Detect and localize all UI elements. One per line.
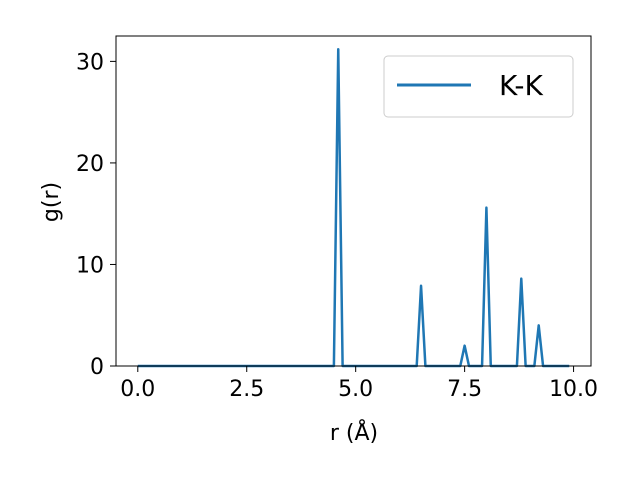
x-tick-label: 5.0: [338, 377, 373, 402]
legend-label-kk: K-K: [499, 69, 544, 102]
y-tick-label: 10: [76, 253, 104, 278]
x-axis-title: r (Å): [330, 419, 378, 446]
legend: K-K: [383, 55, 574, 118]
y-tick-label: 20: [76, 152, 104, 177]
legend-box: [383, 55, 574, 118]
plot-frame: [115, 35, 592, 367]
y-axis-title: g(r): [39, 182, 64, 222]
x-tick-label: 0.0: [120, 377, 155, 402]
x-tick-label: 2.5: [229, 377, 264, 402]
y-tick-label: 30: [76, 50, 104, 75]
y-tick-label: 0: [90, 355, 104, 380]
x-tick-label: 10.0: [549, 377, 598, 402]
x-tick-label: 7.5: [447, 377, 482, 402]
